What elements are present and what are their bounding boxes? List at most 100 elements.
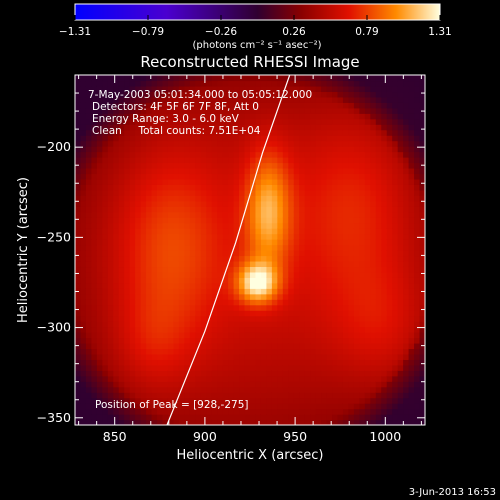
- heatmap-cell: [414, 255, 421, 262]
- heatmap-cell: [178, 282, 185, 289]
- heatmap-cell: [189, 107, 196, 114]
- heatmap-cell: [206, 211, 213, 218]
- heatmap-cell: [326, 364, 333, 371]
- heatmap-cell: [124, 277, 131, 284]
- heatmap-cell: [364, 200, 371, 207]
- heatmap-cell: [386, 304, 393, 311]
- heatmap-cell: [200, 80, 207, 87]
- heatmap-cell: [167, 75, 175, 82]
- heatmap-cell: [403, 326, 410, 333]
- heatmap-cell: [184, 146, 191, 153]
- heatmap-cell: [250, 217, 257, 224]
- heatmap-cell: [364, 75, 371, 82]
- heatmap-cell: [419, 135, 425, 142]
- heatmap-cell: [96, 282, 103, 289]
- heatmap-cell: [282, 386, 289, 393]
- heatmap-cell: [321, 129, 328, 136]
- heatmap-cell: [211, 359, 218, 366]
- heatmap-cell: [129, 195, 136, 202]
- heatmap-cell: [321, 386, 328, 393]
- heatmap-cell: [310, 91, 317, 98]
- heatmap-cell: [75, 310, 82, 317]
- heatmap-cell: [288, 107, 295, 114]
- heatmap-cell: [370, 96, 377, 103]
- heatmap-cell: [250, 321, 257, 328]
- heatmap-cell: [255, 419, 262, 425]
- heatmap-cell: [408, 282, 415, 289]
- heatmap-cell: [124, 233, 131, 240]
- heatmap-cell: [184, 217, 191, 224]
- heatmap-cell: [277, 266, 284, 273]
- heatmap-cell: [375, 381, 382, 388]
- heatmap-cell: [282, 255, 289, 262]
- heatmap-cell: [124, 310, 131, 317]
- heatmap-cell: [342, 239, 350, 246]
- heatmap-cell: [342, 408, 350, 415]
- heatmap-cell: [392, 200, 399, 207]
- heatmap-cell: [118, 288, 125, 295]
- heatmap-cell: [173, 239, 180, 246]
- heatmap-cell: [173, 370, 180, 377]
- heatmap-cell: [408, 178, 415, 185]
- heatmap-cell: [414, 113, 421, 120]
- heatmap-cell: [326, 414, 333, 421]
- heatmap-cell: [189, 353, 196, 360]
- heatmap-cell: [419, 75, 425, 82]
- heatmap-cell: [151, 277, 158, 284]
- heatmap-cell: [299, 96, 306, 103]
- heatmap-cell: [370, 151, 377, 158]
- heatmap-cell: [91, 124, 98, 131]
- heatmap-cell: [332, 228, 339, 235]
- heatmap-cell: [282, 244, 289, 251]
- heatmap-cell: [96, 107, 103, 114]
- heatmap-cell: [189, 288, 196, 295]
- heatmap-cell: [162, 91, 169, 98]
- heatmap-cell: [277, 321, 284, 328]
- heatmap-cell: [96, 244, 103, 251]
- heatmap-cell: [85, 364, 93, 371]
- x-tick-label: 850: [103, 429, 127, 444]
- heatmap-cell: [162, 397, 169, 404]
- heatmap-cell: [80, 403, 87, 410]
- heatmap-cell: [157, 217, 164, 224]
- heatmap-cell: [386, 173, 393, 180]
- heatmap-cell: [157, 348, 164, 355]
- heatmap-cell: [375, 124, 382, 131]
- plot-area: [75, 75, 425, 425]
- heatmap-cell: [260, 96, 268, 103]
- heatmap-cell: [146, 386, 153, 393]
- heatmap-cell: [250, 233, 257, 240]
- heatmap-cell: [85, 118, 93, 125]
- heatmap-cell: [129, 293, 136, 300]
- heatmap-cell: [375, 293, 382, 300]
- heatmap-cell: [184, 178, 191, 185]
- heatmap-cell: [228, 151, 235, 158]
- heatmap-cell: [250, 222, 257, 229]
- heatmap-cell: [288, 326, 295, 333]
- heatmap-cell: [80, 260, 87, 268]
- heatmap-cell: [146, 364, 153, 371]
- heatmap-cell: [118, 293, 125, 300]
- heatmap-cell: [332, 146, 339, 153]
- heatmap-cell: [359, 348, 366, 355]
- heatmap-cell: [146, 135, 153, 142]
- heatmap-cell: [359, 359, 366, 366]
- heatmap-cell: [310, 162, 317, 169]
- heatmap-cell: [162, 200, 169, 207]
- heatmap-cell: [342, 250, 350, 257]
- heatmap-cell: [392, 162, 399, 169]
- heatmap-cell: [206, 206, 213, 213]
- heatmap-cell: [277, 326, 284, 333]
- heatmap-cell: [364, 107, 371, 114]
- heatmap-cell: [195, 414, 202, 421]
- heatmap-cell: [107, 135, 114, 142]
- heatmap-cell: [80, 102, 87, 109]
- heatmap-cell: [135, 135, 142, 142]
- heatmap-cell: [200, 250, 207, 257]
- heatmap-cell: [342, 124, 350, 131]
- heatmap-cell: [217, 304, 224, 311]
- heatmap-cell: [222, 408, 229, 415]
- heatmap-cell: [304, 255, 311, 262]
- heatmap-cell: [80, 206, 87, 213]
- heatmap-cell: [353, 348, 360, 355]
